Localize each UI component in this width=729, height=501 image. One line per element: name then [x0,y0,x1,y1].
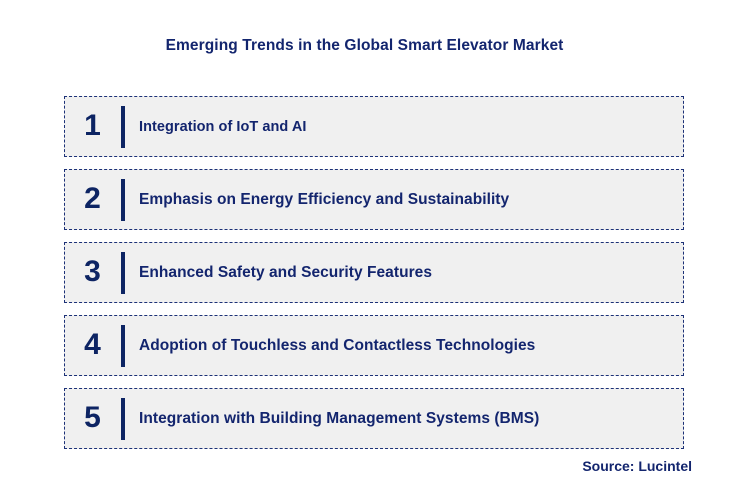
trend-label: Adoption of Touchless and Contactless Te… [139,336,536,354]
vertical-divider [121,397,125,440]
vertical-divider [121,251,125,294]
trend-number: 1 [84,108,101,142]
source-attribution: Source: Lucintel [582,458,692,474]
trend-row: 1 Integration of IoT and AI [64,96,684,157]
vertical-divider [121,178,125,221]
trend-number: 4 [84,327,101,361]
page-title: Emerging Trends in the Global Smart Elev… [165,37,564,54]
trend-list: 1 Integration of IoT and AI 2 Emphasis o… [64,96,684,449]
trend-row: 5 Integration with Building Management S… [64,388,684,449]
vertical-divider [121,105,125,148]
trend-number: 5 [84,400,101,434]
vertical-divider [121,324,125,367]
trend-label: Integration of IoT and AI [139,118,307,135]
trend-label: Integration with Building Management Sys… [139,409,540,427]
trend-label: Enhanced Safety and Security Features [139,263,433,281]
trend-number: 2 [84,181,101,215]
trend-row: 4 Adoption of Touchless and Contactless … [64,315,684,376]
trend-label: Emphasis on Energy Efficiency and Sustai… [139,190,510,208]
trend-row: 3 Enhanced Safety and Security Features [64,242,684,303]
trend-number: 3 [84,254,101,288]
trend-row: 2 Emphasis on Energy Efficiency and Sust… [64,169,684,230]
